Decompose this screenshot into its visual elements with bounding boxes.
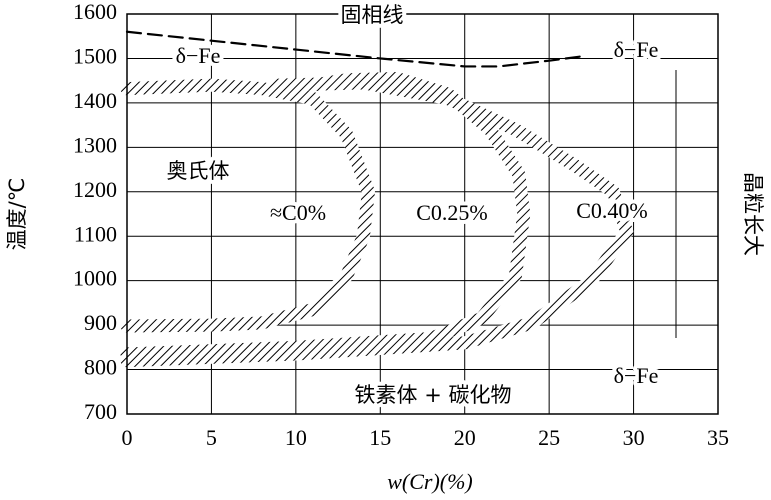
annotation: δ−Fe <box>176 43 221 68</box>
phase-band <box>120 78 375 333</box>
y-axis-label: 温度/℃ <box>5 178 29 251</box>
y-tick-label: 1100 <box>74 221 117 246</box>
y-tick-label: 1600 <box>73 0 117 24</box>
x-tick-label: 20 <box>454 425 476 450</box>
y-tick-label: 1200 <box>73 177 117 202</box>
annotation: 奥氏体 <box>167 159 230 183</box>
annotation: δ−Fe <box>614 363 659 388</box>
phase-band <box>120 76 634 368</box>
x-axis-label: w(Cr)(%) <box>387 469 473 494</box>
y-tick-label: 900 <box>84 310 117 335</box>
y-tick-label: 1000 <box>73 266 117 291</box>
y-tick-label: 1500 <box>73 43 117 68</box>
x-tick-label: 10 <box>285 425 307 450</box>
series-label: ≈C0% <box>270 200 326 225</box>
annotation: 铁素体 + 碳化物 <box>355 383 512 407</box>
plot-frame <box>126 13 719 415</box>
annotation: δ−Fe <box>614 37 659 62</box>
x-tick-label: 30 <box>623 425 645 450</box>
y-tick-label: 800 <box>84 355 117 380</box>
series-label: C0.25% <box>416 200 488 225</box>
series-label: C0.40% <box>576 198 648 223</box>
y-tick-label: 1300 <box>73 132 117 157</box>
x-tick-label: 25 <box>538 425 560 450</box>
x-tick-label: 5 <box>206 425 217 450</box>
labels: 0 5 10 15 20 25 30 35 700 800 900 1000 1100 1200 1300 1… <box>73 0 729 450</box>
solidus-line <box>125 30 585 68</box>
right-axis-label: 晶粒长大 <box>741 172 765 256</box>
y-tick-label: 1400 <box>73 88 117 113</box>
x-tick-label: 0 <box>122 425 133 450</box>
y-tick-label: 700 <box>84 399 117 424</box>
marks <box>120 30 634 368</box>
phase-band <box>120 71 531 361</box>
x-tick-label: 35 <box>707 425 729 450</box>
x-tick-label: 15 <box>369 425 391 450</box>
series-label: 固相线 <box>341 3 404 27</box>
